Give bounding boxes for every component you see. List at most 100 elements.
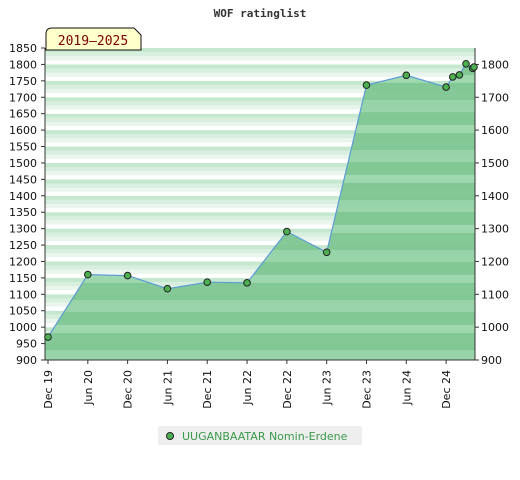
band — [45, 150, 475, 155]
data-point — [442, 83, 450, 91]
series-line — [47, 62, 476, 338]
left-tick-label: 1850 — [9, 42, 37, 55]
data-point — [283, 227, 291, 236]
band — [45, 240, 475, 246]
x-tick-label: Jun 20 — [82, 370, 95, 406]
x-tick-label: Dec 19 — [42, 370, 55, 409]
band — [45, 253, 475, 258]
x-tick-label: Jun 21 — [161, 370, 174, 406]
data-point — [470, 63, 478, 71]
band — [45, 89, 475, 94]
left-tick-label: 950 — [16, 338, 37, 351]
data-point — [322, 248, 331, 257]
left-tick-label: 1750 — [9, 75, 37, 88]
band — [45, 138, 475, 143]
x-tick-label: Jun 24 — [400, 370, 413, 406]
x-tick-label: Jun 23 — [321, 370, 334, 406]
band — [45, 76, 475, 81]
legend-marker — [166, 432, 174, 440]
left-tick-label: 1650 — [9, 108, 37, 121]
data-point — [123, 271, 132, 280]
x-tick-label: Dec 20 — [122, 370, 135, 409]
data-point — [448, 73, 457, 81]
right-tick-label: 1800 — [481, 58, 509, 71]
right-tick-label: 1300 — [481, 223, 509, 236]
data-markers — [44, 59, 478, 341]
left-tick-label: 1050 — [9, 305, 37, 318]
band — [45, 134, 475, 139]
band — [45, 158, 475, 163]
left-tick-label: 1300 — [9, 223, 37, 236]
legend-label: UUGANBAATAR Nomin-Erdene — [182, 430, 348, 443]
right-tick-label: 1000 — [481, 321, 509, 334]
band — [45, 167, 475, 172]
legend[interactable]: UUGANBAATAR Nomin-Erdene — [158, 426, 362, 445]
left-tick-label: 1000 — [9, 321, 37, 334]
period-badge: 2019–2025 — [45, 27, 142, 51]
band — [45, 80, 475, 85]
band — [45, 109, 475, 114]
left-tick-label: 1250 — [9, 239, 37, 252]
right-tick-label: 1500 — [481, 157, 509, 170]
band — [45, 261, 475, 266]
band — [45, 232, 475, 237]
band — [45, 208, 475, 213]
band — [45, 97, 475, 102]
band — [45, 179, 475, 184]
right-tick-label: 1600 — [481, 124, 509, 137]
left-tick-labels: 900 950 1000 1050 1100 1150 1200 1250 1300 1350 14… — [9, 42, 45, 367]
band — [45, 113, 475, 118]
left-tick-label: 900 — [16, 354, 37, 367]
data-point — [44, 333, 52, 341]
band — [45, 154, 475, 159]
band — [45, 224, 475, 229]
band — [45, 257, 475, 262]
band — [45, 126, 475, 131]
band — [45, 68, 475, 73]
data-point — [455, 71, 464, 79]
data-point — [402, 71, 411, 80]
right-tick-labels: 900 1000 1100 1200 1300 1400 1500 1600 1700 1800 — [475, 58, 509, 367]
band — [45, 72, 475, 77]
x-tick-label: Dec 22 — [281, 370, 294, 409]
band — [45, 121, 475, 126]
period-badge-label: 2019–2025 — [58, 34, 128, 49]
data-point — [362, 81, 371, 89]
left-tick-label: 1400 — [9, 190, 37, 203]
band — [45, 175, 475, 180]
band — [45, 195, 475, 200]
band — [45, 191, 475, 196]
band — [45, 249, 475, 254]
band — [45, 105, 475, 110]
band — [45, 171, 475, 176]
left-tick-label: 1450 — [9, 173, 37, 186]
data-point — [163, 284, 172, 293]
data-point — [462, 59, 470, 68]
left-tick-label: 1800 — [9, 58, 37, 71]
x-tick-labels: Dec 19 Jun 20 Dec 20 Jun 21 Dec 21 Jun 22 Dec … — [42, 360, 453, 409]
left-tick-label: 1700 — [9, 91, 37, 104]
x-tick-label: Jun 22 — [241, 370, 254, 406]
band — [45, 245, 475, 250]
legend-background — [158, 426, 362, 445]
band — [45, 52, 475, 57]
band — [45, 220, 475, 225]
left-tick-label: 1350 — [9, 206, 37, 219]
left-tick-label: 1600 — [9, 124, 37, 137]
right-tick-label: 1400 — [481, 190, 509, 203]
left-tick-label: 1550 — [9, 141, 37, 154]
band — [45, 142, 475, 147]
left-tick-label: 1100 — [9, 288, 37, 301]
x-tick-label: Dec 24 — [440, 370, 453, 409]
data-point — [203, 278, 212, 286]
data-point — [84, 270, 92, 279]
band — [45, 60, 475, 65]
x-tick-label: Dec 23 — [360, 370, 373, 409]
left-tick-label: 1500 — [9, 157, 37, 170]
band — [45, 162, 475, 168]
band — [45, 84, 475, 90]
band — [45, 48, 475, 53]
band — [45, 56, 475, 61]
left-tick-label: 1150 — [9, 272, 37, 285]
